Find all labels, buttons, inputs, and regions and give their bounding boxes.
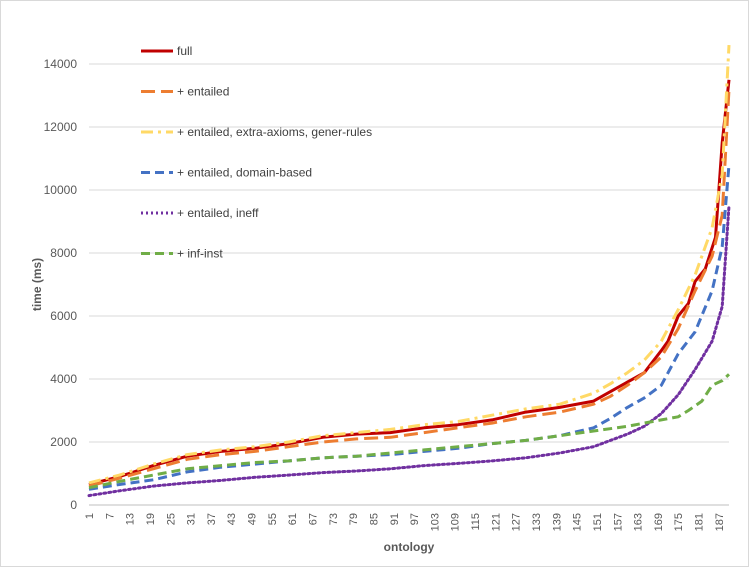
x-tick-label: 115 [470,513,482,531]
x-tick-label: 85 [368,513,380,525]
legend-label: full [177,44,192,58]
x-axis-title: ontology [384,540,435,554]
x-tick-label: 61 [287,513,299,525]
x-tick-label: 139 [551,513,563,531]
x-tick-label: 31 [186,513,198,525]
series-line-4 [87,204,731,498]
x-tick-label: 73 [328,513,340,525]
x-axis-tick-labels: 1 7 13 19 25 31 37 43 49 55 61 67 73 79 85 91 97 103 109 11… [84,513,726,531]
x-tick-label: 163 [633,513,645,531]
x-tick-label: 133 [531,513,543,531]
series-lines [87,45,731,498]
legend-label: + entailed, extra-axioms, gener-rules [177,125,372,139]
x-tick-label: 37 [206,513,218,525]
y-tick-label: 10000 [44,183,78,197]
x-tick-label: 49 [247,513,259,525]
x-tick-label: 43 [226,513,238,525]
series-line-2 [88,45,731,485]
y-tick-label: 8000 [50,246,77,260]
series-line-5 [88,373,731,490]
legend: full + entailed + entailed, extra-axioms, … [141,44,372,261]
x-tick-label: 175 [673,513,685,531]
x-tick-label: 1 [84,513,96,519]
x-tick-label: 169 [653,513,665,531]
x-tick-label: 55 [267,513,279,525]
legend-label: + inf-inst [177,247,223,261]
x-tick-label: 97 [409,513,421,525]
x-tick-label: 109 [450,513,462,531]
y-tick-label: 4000 [50,372,77,386]
y-axis-title: time (ms) [30,258,44,311]
x-tick-label: 145 [572,513,584,531]
series-line-3 [88,164,731,491]
x-tick-label: 7 [104,513,116,519]
legend-label: + entailed [177,85,229,99]
series-line-1 [88,89,731,488]
x-tick-label: 187 [714,513,726,531]
x-tick-label: 79 [348,513,360,525]
x-tick-label: 151 [592,513,604,531]
x-tick-label: 67 [307,513,319,525]
y-tick-label: 0 [70,498,77,512]
x-tick-label: 127 [511,513,523,531]
gridlines [89,63,729,506]
x-tick-label: 157 [612,513,624,531]
legend-label: + entailed, domain-based [177,166,312,180]
y-tick-label: 2000 [50,435,77,449]
x-tick-label: 19 [145,513,157,525]
x-tick-label: 91 [389,513,401,525]
y-tick-label: 6000 [50,309,77,323]
x-tick-label: 181 [694,513,706,531]
x-tick-label: 103 [429,513,441,531]
x-tick-label: 121 [490,513,502,531]
y-tick-label: 14000 [44,57,78,71]
x-tick-label: 25 [165,513,177,525]
x-tick-label: 13 [125,513,137,525]
legend-label: + entailed, ineff [177,206,259,220]
y-tick-label: 12000 [44,120,78,134]
series-line-0 [88,79,731,486]
y-axis-tick-labels: 0 2000 4000 6000 8000 10000 12000 14000 [44,57,78,512]
